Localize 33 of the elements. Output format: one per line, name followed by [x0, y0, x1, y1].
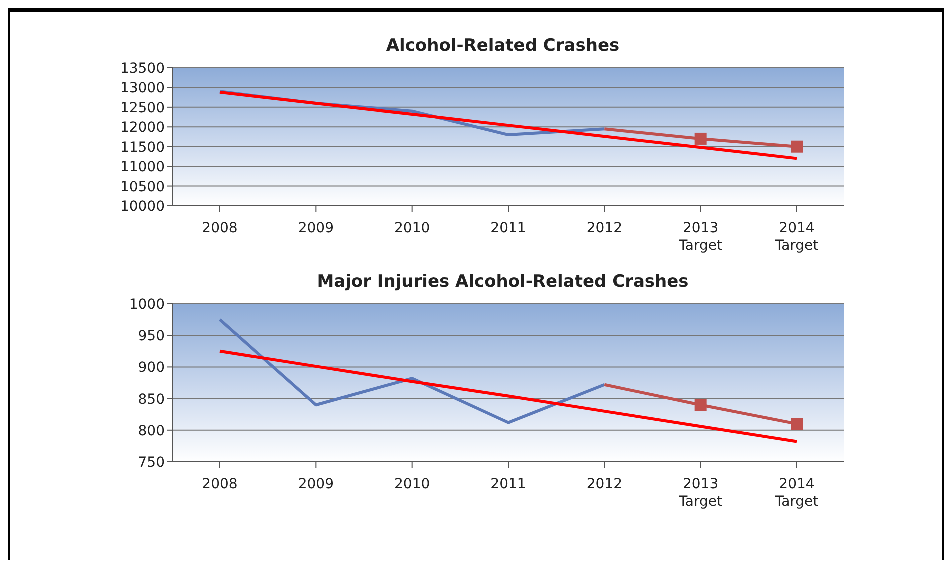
y-tick-label: 13000 — [120, 80, 165, 97]
x-tick-label: 2008 — [202, 220, 238, 237]
y-tick-label: 850 — [138, 392, 165, 408]
x-tick-label: 2014 Target — [774, 220, 820, 254]
y-tick-label: 10500 — [120, 179, 165, 196]
y-tick-label: 900 — [138, 360, 165, 376]
y-tick-label: 11000 — [120, 160, 165, 176]
y-tick-label: 10000 — [120, 198, 165, 215]
x-tick-label: 2009 — [298, 220, 334, 237]
chart-title: Major Injuries Alcohol-Related Crashes — [316, 272, 690, 294]
x-tick-label: 2008 — [202, 476, 238, 493]
x-tick-label: 2010 — [394, 220, 430, 237]
line-series — [218, 318, 606, 424]
x-tick-label: 2014 Target — [774, 476, 820, 510]
y-tick-label: 1000 — [129, 296, 165, 313]
x-tick-label: 2009 — [298, 476, 334, 493]
y-tick-label: 12000 — [120, 120, 165, 136]
x-tick-label: 2010 — [394, 476, 430, 493]
y-tick-label: 11500 — [120, 140, 165, 156]
x-tick-label: 2013 Target — [678, 476, 723, 510]
y-tick-label: 950 — [138, 328, 165, 345]
x-tick-label: 2012 — [586, 476, 622, 493]
y-tick-label: 12500 — [120, 100, 165, 116]
y-tick-label: 750 — [138, 454, 165, 471]
chart-title: Alcohol-Related Crashes — [385, 36, 621, 58]
line-series — [218, 90, 798, 160]
y-tick-label: 800 — [138, 423, 165, 440]
x-tick-label: 2011 — [490, 220, 526, 237]
x-tick-label: 2011 — [490, 476, 526, 493]
line-series — [218, 350, 798, 444]
x-tick-label: 2012 — [586, 220, 622, 237]
x-tick-label: 2013 Target — [678, 220, 723, 254]
y-tick-label: 13500 — [120, 60, 165, 77]
